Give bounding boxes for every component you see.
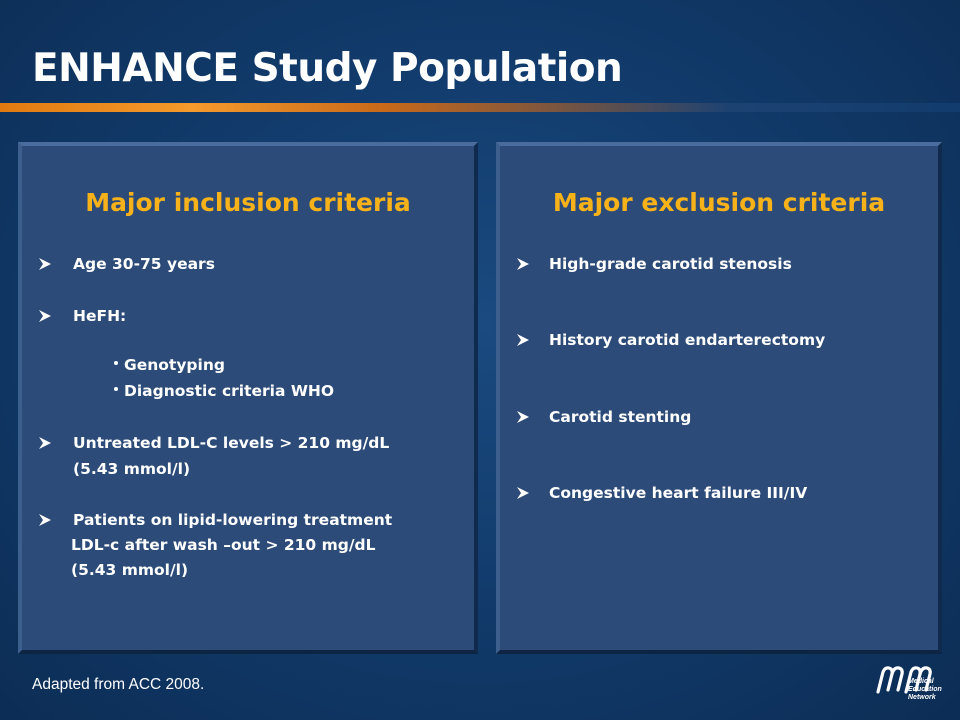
inclusion-lipid-line1: Patients on lipid-lowering treatment bbox=[73, 511, 393, 529]
exclusion-item: Congestive heart failure III/IV bbox=[549, 484, 808, 502]
arrow-bullet-icon bbox=[517, 411, 529, 423]
logo-text-network: Network bbox=[908, 694, 936, 701]
arrow-bullet-icon bbox=[39, 514, 51, 526]
exclusion-item: History carotid endarterectomy bbox=[549, 331, 826, 349]
inclusion-lipid-line3: (5.43 mmol/l) bbox=[71, 561, 189, 579]
slide-title: ENHANCE Study Population bbox=[32, 46, 623, 91]
inclusion-hefh: HeFH: bbox=[73, 307, 127, 325]
arrow-bullet-icon bbox=[517, 334, 529, 346]
exclusion-heading: Major exclusion criteria bbox=[552, 188, 886, 217]
inclusion-criteria-panel: Major inclusion criteria Age 30-75 years… bbox=[18, 142, 478, 654]
exclusion-item: Carotid stenting bbox=[549, 408, 692, 426]
inclusion-ldl-line1: Untreated LDL-C levels > 210 mg/dL bbox=[73, 434, 390, 452]
inclusion-age: Age 30-75 years bbox=[73, 255, 215, 273]
arrow-bullet-icon bbox=[517, 258, 529, 270]
inclusion-hefh-item-who: Diagnostic criteria WHO bbox=[114, 382, 334, 400]
arrow-bullet-icon bbox=[39, 258, 51, 270]
list-item-text: Diagnostic criteria WHO bbox=[124, 382, 335, 400]
inclusion-ldl-line2: (5.43 mmol/l) bbox=[73, 460, 191, 478]
medical-education-network-logo: mmn bbox=[876, 666, 932, 694]
arrow-bullet-icon bbox=[517, 487, 529, 499]
list-item-text: Genotyping bbox=[124, 356, 225, 374]
inclusion-lipid-line2: LDL-c after wash –out > 210 mg/dL bbox=[71, 536, 376, 554]
logo-text-medical: Medical bbox=[908, 678, 934, 685]
arrow-bullet-icon bbox=[39, 437, 51, 449]
arrow-bullet-icon bbox=[39, 310, 51, 322]
dot-bullet-icon bbox=[114, 360, 118, 365]
dot-bullet-icon bbox=[114, 386, 118, 391]
exclusion-item: High-grade carotid stenosis bbox=[549, 255, 792, 273]
title-underline-rule bbox=[0, 103, 960, 112]
inclusion-hefh-item-genotyping: Genotyping bbox=[114, 356, 225, 374]
logo-text-education: Education bbox=[908, 686, 942, 693]
exclusion-criteria-panel: Major exclusion criteria High-grade caro… bbox=[496, 142, 942, 654]
inclusion-heading: Major inclusion criteria bbox=[85, 188, 411, 217]
source-footnote: Adapted from ACC 2008. bbox=[32, 676, 205, 693]
